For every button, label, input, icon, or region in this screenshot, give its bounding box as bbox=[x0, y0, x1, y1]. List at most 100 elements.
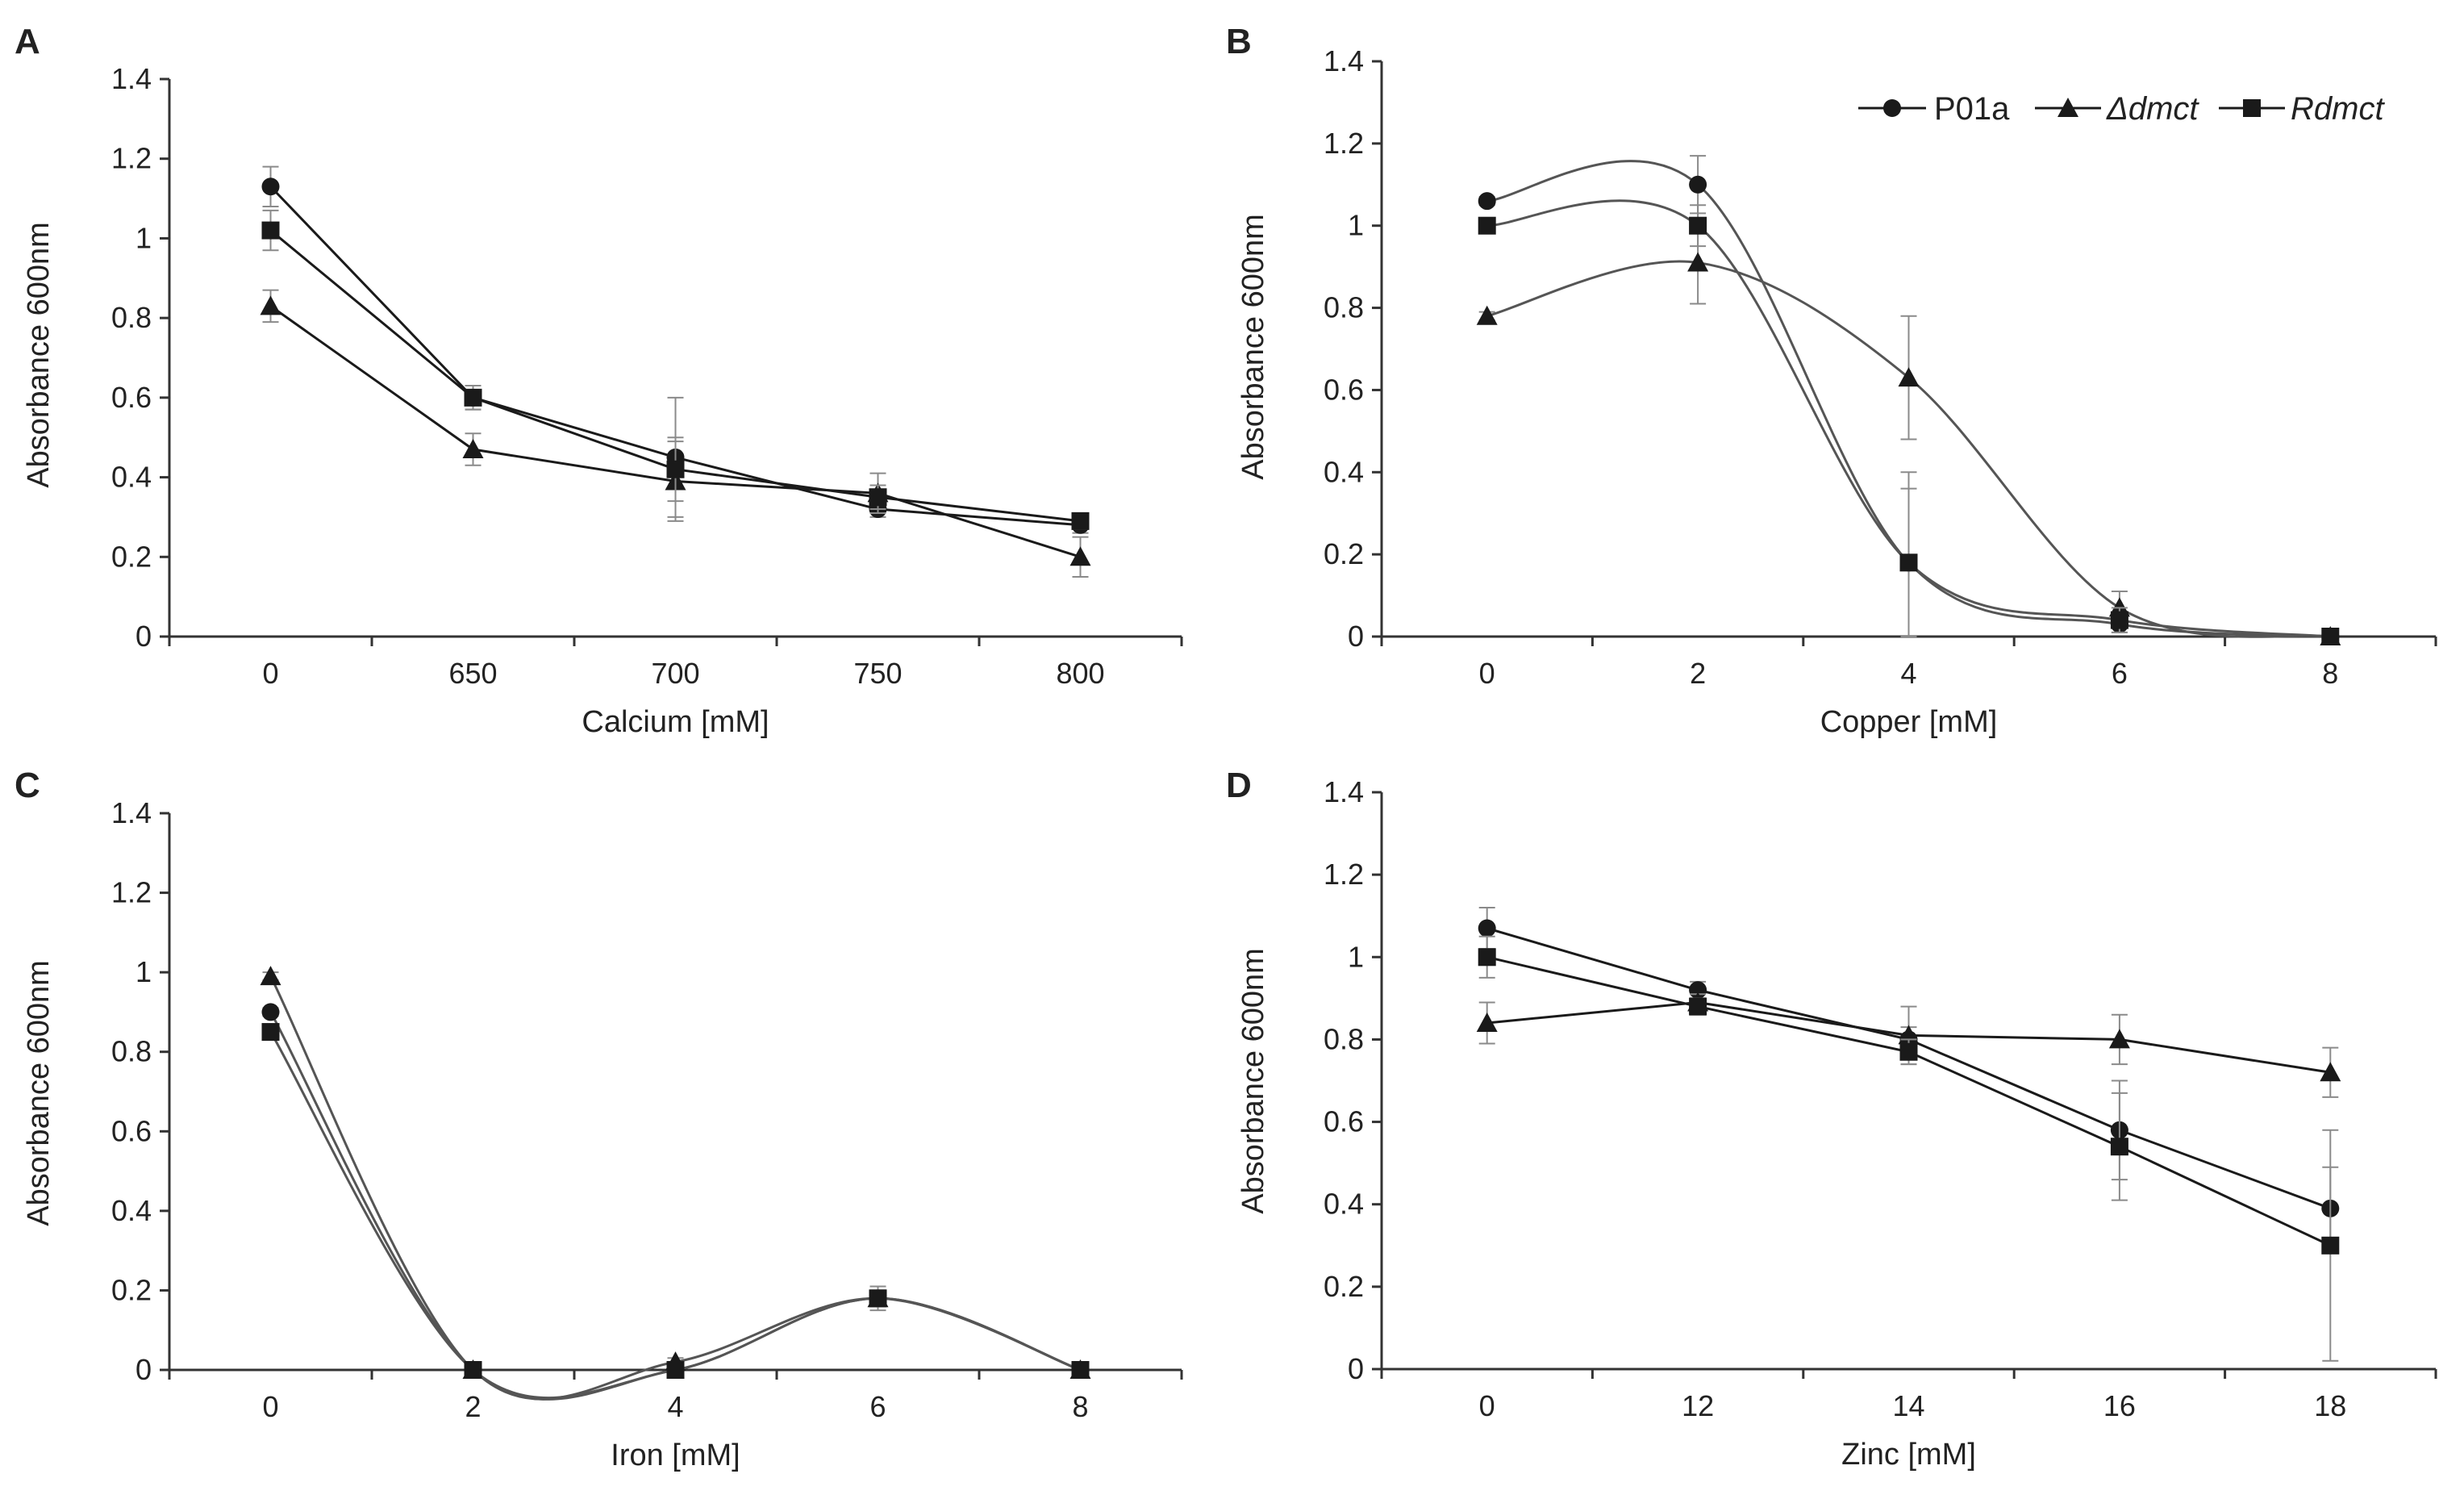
y-tick-label-c: 0 bbox=[135, 1353, 152, 1386]
y-tick-label-a: 1.4 bbox=[111, 62, 152, 95]
series-line bbox=[1486, 927, 2331, 1210]
y-tick-label-b: 0.6 bbox=[1324, 373, 1364, 406]
y-tick-label-d: 0.2 bbox=[1324, 1270, 1364, 1303]
legend-triangle-icon bbox=[2058, 98, 2078, 117]
point-circle bbox=[1689, 175, 1707, 194]
panel-label-c: C bbox=[15, 766, 40, 805]
series-line bbox=[1486, 160, 2331, 638]
point-triangle bbox=[462, 439, 484, 459]
point-square bbox=[1478, 216, 1496, 235]
x-tick-label-a: 750 bbox=[853, 657, 902, 690]
y-tick-label-b: 0.8 bbox=[1324, 291, 1364, 324]
y-tick-label-b: 0.2 bbox=[1324, 537, 1364, 570]
x-tick-label-d: 18 bbox=[2314, 1389, 2346, 1422]
y-tick-label-a: 1 bbox=[135, 221, 152, 254]
panel-label-a: A bbox=[15, 22, 40, 61]
point-square bbox=[2321, 628, 2340, 645]
series-line bbox=[1486, 955, 2331, 1247]
panel-label-d: D bbox=[1226, 766, 1252, 805]
point-square bbox=[2321, 1236, 2340, 1255]
legend-square-icon bbox=[2243, 99, 2261, 117]
point-square bbox=[1689, 216, 1707, 235]
panel-label-b: B bbox=[1226, 22, 1252, 61]
point-square bbox=[1071, 1361, 1090, 1379]
y-tick-label-b: 1.4 bbox=[1324, 44, 1364, 77]
y-tick-label-d: 0.6 bbox=[1324, 1105, 1364, 1138]
panel-a: A 0 0.2 0.4 0.6 0.8 1 1.2 1.4 0 650 700 750 800 Calciu… bbox=[15, 22, 1183, 739]
point-square bbox=[2110, 1138, 2128, 1156]
y-tick-label-b: 1.2 bbox=[1324, 127, 1364, 160]
y-tick-label-d: 0 bbox=[1348, 1352, 1364, 1385]
x-tick-label-d: 12 bbox=[1682, 1389, 1714, 1422]
series-p01a-c bbox=[261, 1003, 1090, 1401]
series-line bbox=[269, 1031, 1082, 1400]
y-tick-label-d: 1.2 bbox=[1324, 858, 1364, 891]
y-tick-label-a: 0 bbox=[135, 620, 152, 653]
y-tick-label-c: 0.2 bbox=[111, 1273, 152, 1306]
x-tick-label-a: 650 bbox=[448, 657, 497, 690]
point-square bbox=[666, 460, 685, 478]
series-line bbox=[269, 975, 1082, 1401]
x-axis-title-c: Iron [mM] bbox=[611, 1438, 740, 1472]
point-square bbox=[2110, 611, 2128, 629]
x-tick-label-b: 8 bbox=[2322, 657, 2338, 690]
point-circle bbox=[1478, 919, 1496, 937]
legend-label-rdmct: Rdmct bbox=[2291, 91, 2385, 127]
point-square bbox=[1689, 997, 1707, 1016]
x-tick-label-d: 14 bbox=[1892, 1389, 1924, 1422]
y-tick-label-a: 0.8 bbox=[111, 301, 152, 334]
series-p01a-d bbox=[1478, 907, 2340, 1251]
y-tick-label-b: 0 bbox=[1348, 620, 1364, 653]
y-tick-label-b: 1 bbox=[1348, 209, 1364, 242]
x-axis-title-a: Calcium [mM] bbox=[582, 705, 769, 739]
y-tick-label-c: 1.2 bbox=[111, 876, 152, 909]
x-tick-label-d: 0 bbox=[1479, 1389, 1495, 1422]
x-tick-label-d: 16 bbox=[2103, 1389, 2136, 1422]
y-tick-label-d: 0.8 bbox=[1324, 1022, 1364, 1055]
point-triangle bbox=[1898, 367, 1920, 387]
point-triangle bbox=[260, 295, 281, 315]
series-line bbox=[269, 1011, 1082, 1401]
point-circle bbox=[261, 177, 280, 196]
point-triangle bbox=[2108, 1029, 2130, 1049]
y-tick-label-c: 1.4 bbox=[111, 796, 152, 829]
y-tick-label-c: 0.6 bbox=[111, 1114, 152, 1147]
series-line bbox=[1486, 199, 2331, 638]
point-triangle bbox=[1069, 546, 1091, 566]
x-axis-title-d: Zinc [mM] bbox=[1841, 1438, 1976, 1472]
legend-label-p01a: P01a bbox=[1934, 91, 2010, 127]
point-circle bbox=[261, 1003, 280, 1021]
point-square bbox=[1071, 511, 1090, 530]
legend-entry-p01a: P01a bbox=[1858, 91, 2010, 127]
panel-c: C 0 0.2 0.4 0.6 0.8 1 1.2 1.4 0 2 4 6 8 Iron [mM] Absor… bbox=[15, 766, 1183, 1472]
x-axis-title-b: Copper [mM] bbox=[1820, 705, 1998, 739]
series-rdmct-b bbox=[1478, 199, 2340, 645]
y-tick-label-b: 0.4 bbox=[1324, 455, 1364, 488]
y-tick-label-d: 1.4 bbox=[1324, 775, 1364, 808]
x-tick-label-b: 0 bbox=[1479, 657, 1495, 690]
point-triangle bbox=[2320, 1062, 2341, 1082]
legend: P01a Δdmct Rdmct bbox=[1858, 91, 2385, 127]
y-tick-label-c: 0.4 bbox=[111, 1194, 152, 1227]
y-tick-label-d: 0.4 bbox=[1324, 1188, 1364, 1221]
x-tick-label-a: 700 bbox=[651, 657, 699, 690]
y-axis-title-d: Absorbance 600nm bbox=[1236, 948, 1270, 1214]
x-tick-label-b: 2 bbox=[1690, 657, 1706, 690]
point-square bbox=[1478, 948, 1496, 967]
y-tick-label-c: 0.8 bbox=[111, 1035, 152, 1068]
panel-b: B 0 0.2 0.4 0.6 0.8 1 1.2 1.4 0 2 4 6 8 Copper [mM] Abs… bbox=[1226, 22, 2437, 739]
series-ddmct-c bbox=[260, 966, 1091, 1401]
point-square bbox=[261, 1023, 280, 1042]
panel-d: D 0 0.2 0.4 0.6 0.8 1 1.2 1.4 0 12 14 16 18 Zinc [mM] A… bbox=[1226, 766, 2437, 1472]
legend-circle-icon bbox=[1883, 99, 1901, 117]
point-triangle bbox=[1687, 252, 1709, 272]
x-tick-label-c: 6 bbox=[869, 1390, 886, 1423]
point-square bbox=[464, 388, 482, 407]
x-tick-label-b: 6 bbox=[2112, 657, 2128, 690]
y-axis-title-c: Absorbance 600nm bbox=[22, 960, 56, 1226]
legend-label-ddmct: Δdmct bbox=[2106, 91, 2199, 127]
x-tick-label-c: 2 bbox=[465, 1390, 481, 1423]
point-square bbox=[869, 1289, 887, 1308]
x-tick-label-c: 0 bbox=[262, 1390, 278, 1423]
x-tick-label-a: 0 bbox=[262, 657, 278, 690]
